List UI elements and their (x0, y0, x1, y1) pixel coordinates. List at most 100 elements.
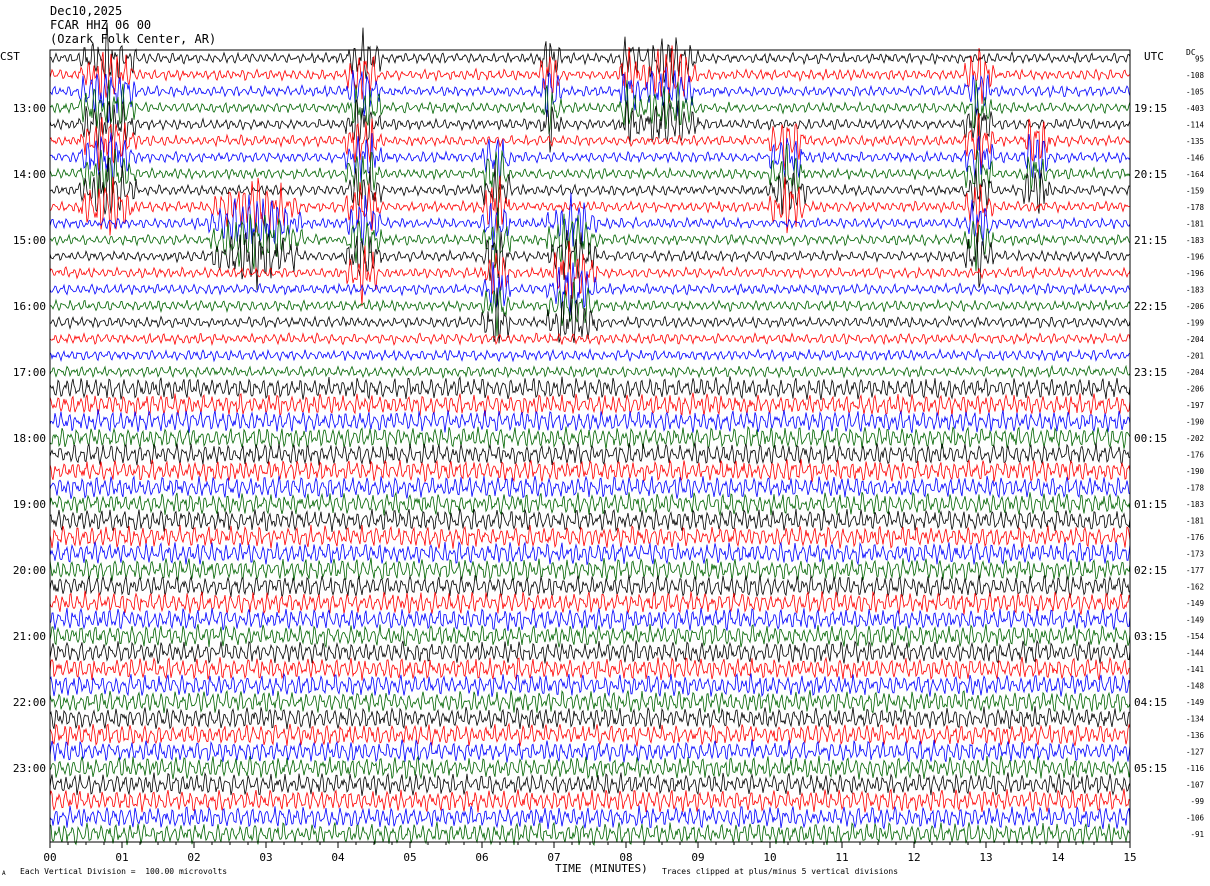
dc-offset-label: -144 (1186, 648, 1205, 657)
trace-row-32 (49, 574, 1131, 599)
dc-offset-label: -134 (1186, 714, 1205, 723)
cst-hour-label: 21:00 (13, 630, 46, 643)
cst-hour-label: 13:00 (13, 102, 46, 115)
dc-offset-label: -91 (1190, 830, 1204, 839)
trace-row-10 (49, 192, 1131, 251)
trace-row-14 (49, 262, 1131, 316)
dc-offset-label: -196 (1186, 252, 1205, 261)
trace-row-35 (49, 623, 1131, 649)
utc-hour-label: 00:15 (1134, 432, 1167, 445)
trace-row-0 (49, 22, 1131, 84)
utc-hour-label: 19:15 (1134, 102, 1167, 115)
trace-row-16 (49, 287, 1131, 344)
dc-offset-label: 95 (1195, 54, 1204, 63)
x-axis-ticks: 00 01 02 03 04 05 06 07 08 09 10 11 12 13 14 15 (43, 842, 1137, 864)
trace-row-4 (49, 98, 1131, 153)
trace-row-13 (49, 241, 1131, 307)
dc-offset-label: -146 (1186, 153, 1205, 162)
trace-row-20 (49, 375, 1131, 401)
trace-row-22 (49, 409, 1131, 434)
dc-offset-label: -164 (1186, 170, 1205, 179)
trace-row-1 (49, 45, 1131, 104)
dc-offset-label: -114 (1186, 120, 1205, 129)
dc-offset-label: -106 (1186, 813, 1205, 822)
dc-offset-label: -183 (1186, 500, 1204, 509)
dc-offset-label: -135 (1186, 137, 1204, 146)
x-tick-label: 14 (1051, 851, 1065, 864)
trace-row-41 (49, 722, 1131, 747)
utc-hour-label: 22:15 (1134, 300, 1167, 313)
right-hour-labels: 19:15 20:15 21:15 22:15 23:15 00:15 01:15 02:15… (1134, 102, 1167, 775)
dc-offset-label: -149 (1186, 615, 1204, 624)
dc-offset-label: -201 (1186, 351, 1204, 360)
dc-offset-label: -154 (1186, 632, 1205, 641)
utc-hour-label: 23:15 (1134, 366, 1167, 379)
cst-hour-label: 18:00 (13, 432, 46, 445)
dc-offset-label: -173 (1186, 549, 1204, 558)
trace-row-3 (49, 79, 1131, 134)
x-tick-label: 03 (259, 851, 272, 864)
cst-hour-label: 22:00 (13, 696, 46, 709)
trace-row-15 (49, 278, 1131, 337)
dc-offset-label: -202 (1186, 434, 1204, 443)
dc-offset-label: -149 (1186, 599, 1204, 608)
dc-offset-label: -176 (1186, 533, 1205, 542)
left-hour-labels: 13:00 14:00 15:00 16:00 17:00 18:00 19:00 20:00… (13, 102, 46, 775)
dc-offset-label: -107 (1186, 780, 1204, 789)
dc-offset-label: -127 (1186, 747, 1204, 756)
trace-row-47 (49, 821, 1130, 846)
trace-row-40 (49, 706, 1131, 730)
x-tick-label: 06 (475, 851, 488, 864)
trace-row-31 (49, 557, 1131, 583)
trace-row-18 (49, 348, 1131, 363)
trace-row-23 (49, 425, 1131, 450)
dc-offset-label: -108 (1186, 71, 1205, 80)
dc-offset-label: -105 (1186, 87, 1204, 96)
dc-offset-label: -197 (1186, 401, 1204, 410)
trace-row-8 (49, 155, 1131, 222)
trace-row-25 (49, 459, 1131, 483)
x-tick-label: 09 (691, 851, 704, 864)
utc-hour-label: 21:15 (1134, 234, 1167, 247)
trace-row-46 (49, 805, 1131, 830)
dc-offset-label: -181 (1186, 219, 1204, 228)
dc-offset-label: -159 (1186, 186, 1204, 195)
trace-row-33 (49, 590, 1131, 615)
corner-mark: A (2, 870, 6, 877)
dc-offset-label: -141 (1186, 665, 1204, 674)
trace-row-38 (49, 672, 1131, 698)
trace-row-6 (50, 132, 1131, 187)
cst-hour-label: 16:00 (13, 300, 46, 313)
header-channel: FCAR HHZ 06 00 (50, 18, 152, 32)
right-axis-title: UTC (1144, 50, 1164, 63)
x-tick-label: 13 (979, 851, 992, 864)
trace-row-44 (49, 771, 1131, 796)
cst-hour-label: 15:00 (13, 234, 46, 247)
dc-offset-label: -206 (1186, 384, 1205, 393)
cst-hour-label: 19:00 (13, 498, 46, 511)
dc-title: DC (1186, 48, 1196, 57)
dc-offset-label: -199 (1186, 318, 1204, 327)
trace-row-21 (49, 392, 1131, 417)
x-tick-label: 10 (763, 851, 776, 864)
x-axis-title: TIME (MINUTES) (555, 862, 648, 875)
dc-offset-label: -178 (1186, 203, 1205, 212)
trace-row-7 (49, 143, 1131, 203)
trace-row-9 (49, 175, 1131, 243)
clip-note: Traces clipped at plus/minus 5 vertical … (662, 867, 899, 876)
trace-row-29 (49, 524, 1131, 549)
header-location: (Ozark Folk Center, AR) (50, 32, 217, 46)
dc-offset-label: -196 (1186, 269, 1205, 278)
x-tick-label: 00 (43, 851, 56, 864)
cst-hour-label: 20:00 (13, 564, 46, 577)
dc-offset-label: -177 (1186, 566, 1204, 575)
trace-row-27 (49, 491, 1131, 516)
trace-row-45 (49, 788, 1131, 813)
cst-hour-label: 23:00 (13, 762, 46, 775)
trace-row-30 (49, 541, 1131, 566)
trace-row-17 (49, 332, 1131, 346)
trace-row-2 (49, 67, 1131, 123)
trace-row-26 (49, 475, 1131, 500)
dc-offset-label: -116 (1186, 764, 1205, 773)
cst-hour-label: 17:00 (13, 366, 46, 379)
